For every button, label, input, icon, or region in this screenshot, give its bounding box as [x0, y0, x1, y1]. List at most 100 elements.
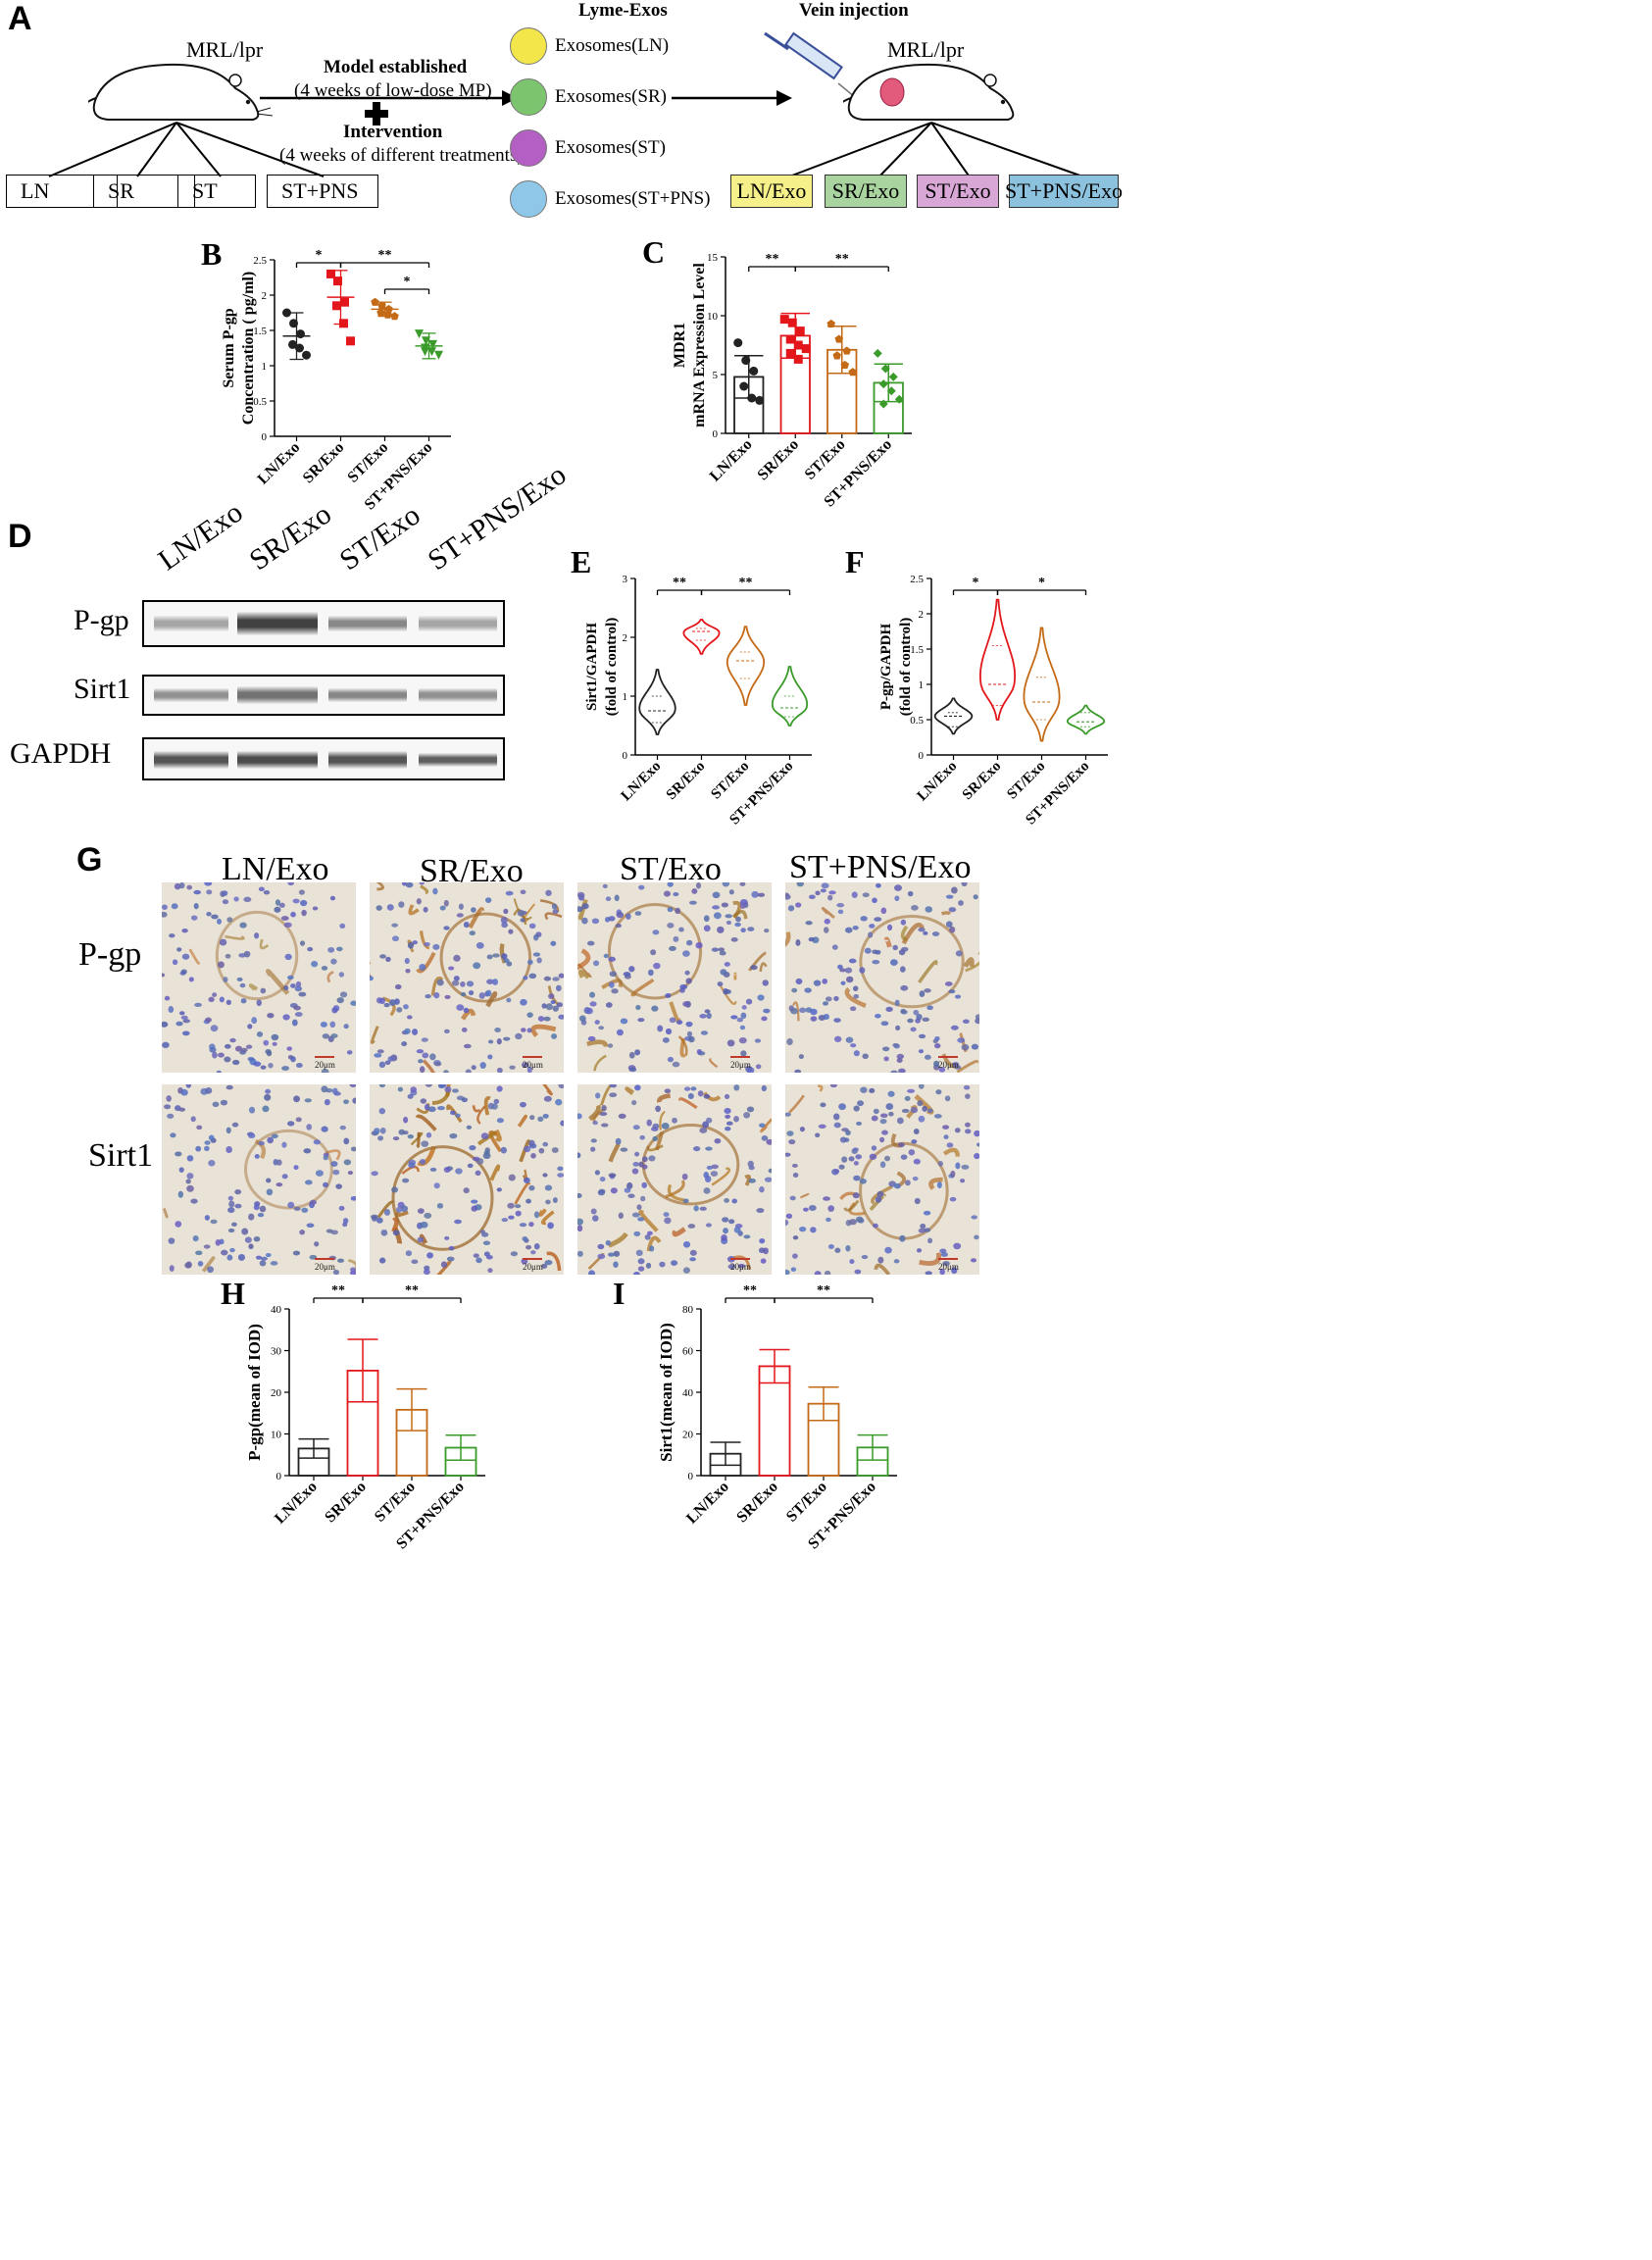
- nucleus: [335, 1183, 343, 1189]
- nucleus: [893, 1259, 900, 1264]
- significance-label: **: [766, 252, 779, 267]
- nucleus: [229, 1247, 235, 1253]
- nucleus: [408, 1162, 416, 1169]
- violin: [933, 697, 974, 735]
- stain-strand: [965, 952, 979, 973]
- nucleus: [270, 1261, 278, 1266]
- nucleus: [260, 1065, 267, 1070]
- nucleus: [222, 899, 229, 905]
- nucleus: [945, 894, 954, 899]
- nucleus: [208, 996, 215, 1003]
- scale-bar-label: 20μm: [315, 1060, 335, 1070]
- nucleus: [225, 1084, 233, 1090]
- y-tick-label: 0.5: [910, 715, 924, 727]
- exosome-st-pns-icon: [510, 180, 547, 218]
- blot-row-label-sirt1: Sirt1: [74, 673, 131, 705]
- nucleus: [301, 1207, 309, 1213]
- nucleus: [555, 1098, 563, 1106]
- nucleus: [530, 1153, 536, 1159]
- nucleus: [852, 1192, 860, 1199]
- data-point: [787, 318, 797, 327]
- nucleus: [887, 1090, 895, 1097]
- nucleus: [486, 954, 493, 960]
- nucleus: [196, 1125, 203, 1130]
- nucleus: [667, 923, 675, 929]
- intervention-label: Intervention: [343, 122, 443, 142]
- stain-strand: [883, 936, 892, 948]
- nucleus: [892, 944, 898, 951]
- nucleus: [405, 968, 411, 974]
- nucleus: [682, 1240, 691, 1248]
- nucleus: [723, 1228, 728, 1234]
- nucleus: [945, 921, 953, 928]
- stain-strand: [544, 912, 563, 921]
- nucleus: [950, 1170, 956, 1178]
- significance-label: **: [378, 248, 392, 263]
- nucleus: [383, 1002, 390, 1008]
- nucleus: [496, 1085, 503, 1092]
- nucleus: [684, 970, 690, 976]
- nucleus: [918, 1049, 925, 1054]
- nucleus: [416, 1049, 425, 1054]
- nucleus: [703, 1187, 711, 1194]
- stain-strand: [586, 1039, 609, 1047]
- nucleus: [607, 1252, 615, 1257]
- nucleus: [922, 1105, 927, 1112]
- stain-strand: [760, 1118, 772, 1133]
- nucleus: [378, 1061, 386, 1069]
- nucleus: [608, 981, 615, 988]
- nucleus: [607, 1043, 614, 1048]
- nucleus: [876, 1190, 884, 1198]
- nucleus: [436, 1106, 445, 1111]
- nucleus: [378, 1084, 386, 1088]
- nucleus: [845, 1130, 851, 1136]
- nucleus: [853, 1105, 860, 1112]
- nucleus: [788, 1138, 796, 1145]
- nucleus: [832, 1113, 840, 1121]
- violin: [726, 626, 766, 706]
- nucleus: [652, 929, 660, 935]
- nucleus: [186, 1184, 194, 1192]
- nucleus: [731, 1198, 738, 1204]
- nucleus: [224, 1043, 231, 1049]
- nucleus: [175, 1151, 182, 1157]
- blot-row-label-pgp: P-gp: [74, 604, 129, 636]
- nucleus: [836, 903, 845, 908]
- nucleus: [671, 1260, 678, 1266]
- y-tick-label: 20: [682, 1430, 694, 1441]
- scale-bar-label: 20μm: [938, 1060, 959, 1070]
- nucleus: [262, 1105, 270, 1113]
- nucleus: [542, 1173, 548, 1178]
- nucleus: [787, 905, 795, 912]
- nucleus: [759, 1186, 765, 1193]
- data-point: [434, 350, 443, 360]
- nucleus: [170, 1132, 176, 1138]
- y-tick-label: 0: [276, 1471, 282, 1482]
- nucleus: [299, 899, 308, 907]
- nucleus: [826, 1217, 831, 1223]
- ihc-image: 20μm: [162, 1084, 356, 1275]
- nucleus: [711, 947, 720, 952]
- nucleus: [339, 991, 348, 998]
- blot-band: [419, 688, 497, 702]
- nucleus: [687, 1224, 696, 1229]
- nucleus: [325, 1229, 333, 1233]
- nucleus: [533, 1243, 540, 1250]
- nucleus: [245, 1044, 253, 1049]
- x-tick-label: LN/Exo: [683, 1479, 732, 1528]
- nucleus: [740, 1050, 747, 1057]
- nucleus: [204, 1140, 211, 1145]
- nucleus: [808, 1205, 817, 1211]
- nucleus: [686, 1030, 693, 1037]
- nucleus: [323, 1155, 328, 1161]
- nucleus: [259, 1205, 267, 1213]
- nucleus: [508, 929, 514, 934]
- nucleus: [706, 1165, 714, 1170]
- nucleus: [544, 1184, 553, 1191]
- nucleus: [710, 1171, 719, 1178]
- nucleus: [312, 906, 319, 911]
- scale-bar-label: 20μm: [730, 1060, 751, 1070]
- nucleus: [484, 897, 492, 903]
- nucleus: [211, 914, 219, 920]
- nucleus: [305, 1180, 313, 1185]
